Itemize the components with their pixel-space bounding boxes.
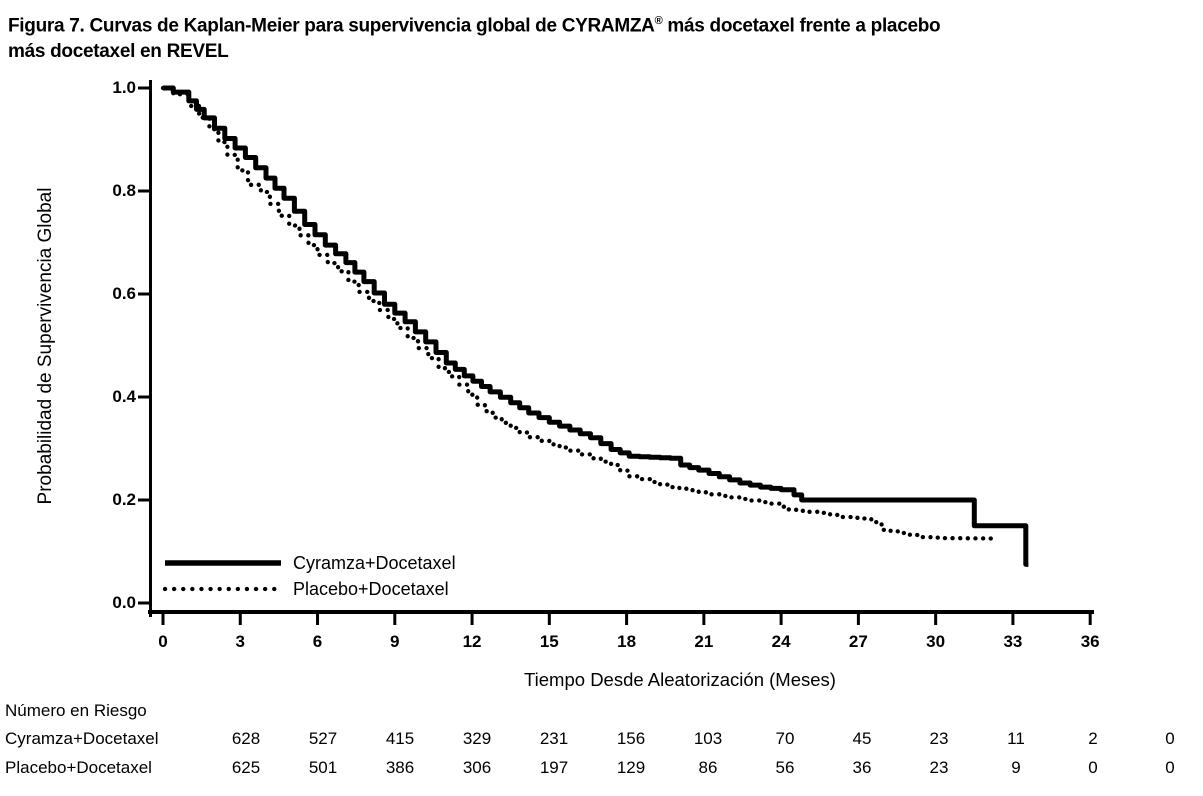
legend-label: Cyramza+Docetaxel: [293, 553, 456, 573]
x-tick-label: 36: [1080, 632, 1100, 651]
risk-value: 45: [852, 729, 872, 748]
y-tick-label: 0.2: [112, 490, 136, 509]
y-tick-label: 0.6: [112, 284, 136, 303]
risk-value: 197: [539, 758, 569, 777]
km-curve-cyramza-docetaxel: [163, 85, 1029, 567]
x-tick-label: 9: [390, 632, 400, 651]
x-tick-label: 15: [539, 632, 559, 651]
number-at-risk-title: Número en Riesgo: [5, 701, 147, 720]
y-tick-label: 1.0: [112, 78, 136, 97]
y-tick-label: 0.8: [112, 181, 136, 200]
risk-value: 527: [308, 729, 338, 748]
x-tick-label: 21: [694, 632, 714, 651]
risk-value: 9: [1011, 758, 1021, 777]
figure-title-line1-post: más docetaxel frente a placebo: [662, 15, 941, 37]
km-curve-placebo-docetaxel: [160, 85, 998, 541]
risk-value: 86: [698, 758, 718, 777]
risk-value: 415: [385, 729, 415, 748]
x-axis-title: Tiempo Desde Aleatorización (Meses): [524, 669, 836, 690]
x-tick-label: 0: [158, 632, 168, 651]
risk-value: 625: [231, 758, 261, 777]
risk-value: 628: [231, 729, 261, 748]
x-tick-label: 24: [771, 632, 791, 651]
risk-value: 36: [852, 758, 872, 777]
x-tick-label: 3: [235, 632, 245, 651]
risk-value: 231: [539, 729, 569, 748]
risk-value: 0: [1088, 758, 1098, 777]
risk-value: 0: [1165, 729, 1175, 748]
risk-value: 386: [385, 758, 415, 777]
risk-value: 329: [462, 729, 492, 748]
figure-title-line1-pre: Figura 7. Curvas de Kaplan-Meier para su…: [8, 15, 655, 37]
risk-value: 306: [462, 758, 492, 777]
risk-value: 2: [1088, 729, 1098, 748]
risk-value: 103: [693, 729, 723, 748]
x-tick-label: 33: [1003, 632, 1023, 651]
risk-value: 156: [616, 729, 646, 748]
risk-value: 70: [775, 729, 795, 748]
x-tick-label: 6: [312, 632, 323, 651]
x-tick-label: 18: [617, 632, 637, 651]
risk-value: 23: [929, 729, 949, 748]
registered-trademark-symbol: ®: [654, 15, 663, 27]
risk-value: 56: [775, 758, 795, 777]
x-tick-label: 12: [462, 632, 482, 651]
x-tick-label: 27: [848, 632, 868, 651]
risk-row-label: Placebo+Docetaxel: [5, 758, 152, 777]
y-tick-label: 0.4: [112, 387, 136, 406]
risk-value: 11: [1007, 729, 1025, 748]
risk-row-label: Cyramza+Docetaxel: [5, 729, 159, 748]
y-tick-label: 0.0: [112, 593, 136, 612]
x-tick-label: 30: [926, 632, 946, 651]
figure-title-line2: más docetaxel en REVEL: [8, 41, 229, 63]
figure-title: Figura 7. Curvas de Kaplan-Meier para su…: [8, 8, 1188, 65]
y-axis-title: Probabilidad de Supervivencia Global: [35, 187, 56, 505]
risk-value: 501: [308, 758, 338, 777]
risk-value: 129: [616, 758, 646, 777]
risk-value: 0: [1165, 758, 1175, 777]
legend-label: Placebo+Docetaxel: [293, 579, 449, 599]
risk-value: 23: [929, 758, 949, 777]
